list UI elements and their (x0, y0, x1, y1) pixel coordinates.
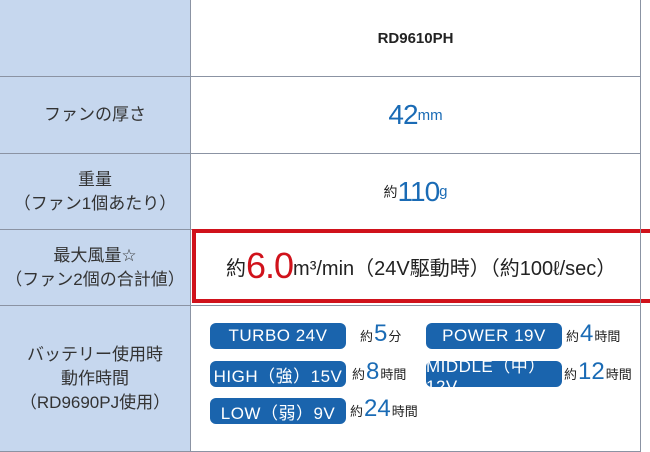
row-value-airflow (191, 230, 640, 306)
approx-prefix: 約 (350, 404, 364, 419)
approx-prefix: 約 (360, 329, 374, 344)
header-label-cell (0, 0, 191, 77)
mode-badge-high: HIGH（強）15V (210, 361, 346, 387)
approx-prefix: 約 (566, 329, 580, 344)
runtime-value: 8 (366, 358, 380, 385)
row-label-airflow: 最大風量☆ （ファン2個の合計値） (0, 230, 191, 306)
mode-badge-middle: MIDDLE（中）12V (426, 357, 562, 396)
mode-badge-turbo: TURBO 24V (210, 323, 346, 349)
approx-prefix: 約 (383, 183, 398, 200)
thickness-unit: mm (417, 106, 443, 124)
mode-badge-power: POWER 19V (426, 323, 562, 349)
runtime-value: 12 (578, 358, 605, 385)
weight-value: 110 (397, 175, 441, 207)
runtime-unit: 分 (388, 329, 402, 344)
thickness-value: 42 (388, 99, 418, 130)
label-subtext: （ファン2個の合計値） (5, 269, 185, 289)
airflow-highlight-box: 約 6.0 m³/min（24V駆動時）（約100ℓ/sec） (192, 229, 650, 303)
label-text: 最大風量☆ (53, 245, 137, 265)
runtime-power: 約 4 時間 (566, 320, 620, 348)
runtime-unit: 時間 (391, 404, 418, 419)
label-text: 重量 (78, 169, 112, 189)
airflow-value: 6.0 (246, 245, 294, 286)
mode-badge-low: LOW（弱）9V (210, 398, 346, 424)
runtime-unit: 時間 (594, 329, 621, 344)
model-name: RD9610PH (377, 29, 454, 47)
row-label-thickness: ファンの厚さ (0, 77, 191, 154)
weight-unit: g (439, 183, 448, 200)
runtime-middle: 約 12 時間 (564, 358, 632, 386)
label-subtext: （ファン1個あたり） (13, 193, 177, 213)
airflow-unit: m³/min（24V駆動時）（約100ℓ/sec） (293, 257, 617, 280)
runtime-high: 約 8 時間 (352, 358, 406, 386)
approx-prefix: 約 (564, 367, 578, 382)
runtime-value: 24 (364, 395, 391, 422)
label-text: バッテリー使用時 (27, 344, 163, 364)
label-text: 動作時間 (61, 368, 129, 388)
runtime-low: 約 24 時間 (350, 395, 418, 423)
header-model-cell: RD9610PH (191, 0, 640, 77)
approx-prefix: 約 (226, 257, 246, 280)
approx-prefix: 約 (352, 367, 366, 382)
row-label-battery: バッテリー使用時 動作時間 （RD9690PJ使用） (0, 306, 191, 452)
table-right-border (640, 0, 641, 452)
runtime-unit: 時間 (380, 367, 407, 382)
label-text: ファンの厚さ (44, 105, 146, 124)
runtime-value: 4 (580, 320, 594, 347)
row-value-thickness: 42 mm (191, 77, 640, 154)
label-subtext: （RD9690PJ使用） (19, 392, 171, 412)
row-label-weight: 重量 （ファン1個あたり） (0, 154, 191, 230)
runtime-value: 5 (374, 320, 388, 347)
runtime-unit: 時間 (605, 367, 632, 382)
row-value-weight: 約 110 g (191, 154, 640, 230)
